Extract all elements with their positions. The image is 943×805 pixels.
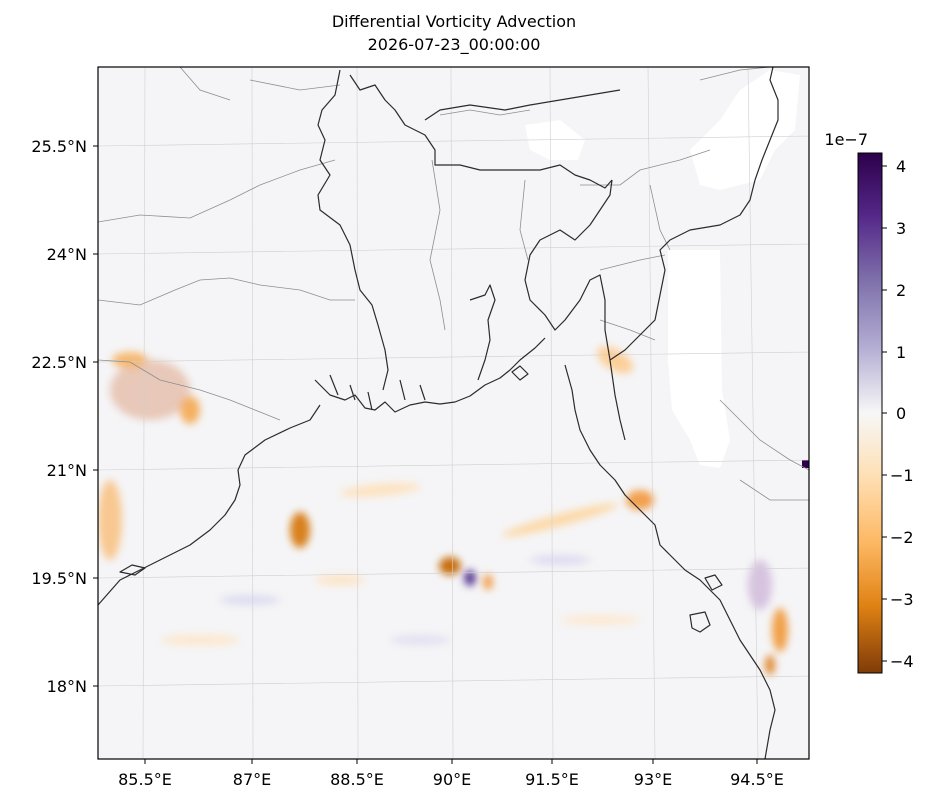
colorbar: 1e−7 4 3 2 1 0 −1 −2 −3 −4 xyxy=(824,130,914,674)
island-2 xyxy=(689,611,711,633)
orange-anomaly xyxy=(290,512,310,548)
orange-anomaly xyxy=(98,480,122,560)
purple-anomaly xyxy=(530,555,590,565)
lat-tick-label: 25.5°N xyxy=(31,137,87,156)
map-area xyxy=(98,67,809,759)
axis-ticks xyxy=(93,145,758,764)
coastline-and-borders xyxy=(98,67,779,759)
colorbar-tick-label: −4 xyxy=(890,652,914,671)
orange-anomaly xyxy=(315,575,365,585)
myanmar-coast xyxy=(564,364,776,759)
lon-tick-label: 85.5°E xyxy=(118,770,172,789)
colorbar-gradient xyxy=(857,152,883,674)
bhutan-border xyxy=(424,89,621,121)
colorbar-tick-label: 3 xyxy=(896,219,906,238)
plot-title: Differential Vorticity Advection xyxy=(331,12,577,31)
lat-tick-label: 21°N xyxy=(47,461,87,480)
purple-anomaly xyxy=(464,570,476,586)
colorbar-tick-label: −2 xyxy=(890,528,914,547)
hooghly-inlets xyxy=(329,374,426,411)
purple-max-pixel xyxy=(802,460,809,468)
lat-tick-label: 24°N xyxy=(47,245,87,264)
map-frame xyxy=(97,66,810,760)
purple-anomaly xyxy=(748,560,772,610)
purple-anomaly xyxy=(390,635,450,645)
orange-anomaly xyxy=(439,557,461,575)
lat-tick-label: 22.5°N xyxy=(31,353,87,372)
colorbar-tick-label: 2 xyxy=(896,281,906,300)
colorbar-tick-label: 4 xyxy=(896,157,906,176)
longitude-axis: 85.5°E 87°E 88.5°E 90°E 91.5°E 93°E 94.5… xyxy=(118,770,784,789)
lat-tick-label: 18°N xyxy=(47,677,87,696)
lon-tick-label: 87°E xyxy=(233,770,271,789)
delta-islands xyxy=(469,284,496,381)
orange-anomaly xyxy=(560,615,640,625)
lon-tick-label: 94.5°E xyxy=(730,770,784,789)
state-borders xyxy=(98,67,809,501)
orange-anomaly xyxy=(180,396,200,424)
lon-tick-label: 90°E xyxy=(433,770,471,789)
orange-anomaly xyxy=(112,352,148,368)
west-bengal-coast xyxy=(98,404,321,606)
orange-anomaly xyxy=(160,635,240,645)
colorbar-tick-label: 0 xyxy=(896,404,906,423)
colorbar-tick-label: −1 xyxy=(890,466,914,485)
lon-tick-label: 93°E xyxy=(634,770,672,789)
plot-subtitle: 2026-07-23_00:00:00 xyxy=(367,35,541,54)
island-4 xyxy=(119,564,146,576)
orange-anomaly xyxy=(502,503,618,537)
latitude-axis: 25.5°N 24°N 22.5°N 21°N 19.5°N 18°N xyxy=(31,137,87,696)
island-1 xyxy=(511,365,529,381)
orange-anomaly xyxy=(765,655,775,675)
lat-tick-label: 19.5°N xyxy=(31,569,87,588)
colorbar-exponent: 1e−7 xyxy=(824,130,868,149)
india-myanmar-border xyxy=(609,67,779,361)
advection-field xyxy=(98,346,788,675)
orange-anomaly xyxy=(596,346,634,374)
bangladesh-west-border xyxy=(317,69,389,391)
missing-data xyxy=(525,70,800,468)
gridlines xyxy=(98,67,809,759)
bangladesh-east-border xyxy=(524,179,626,441)
lon-tick-label: 91.5°E xyxy=(525,770,579,789)
colorbar-tick-label: 1 xyxy=(896,343,906,362)
orange-anomaly xyxy=(483,574,493,590)
orange-anomaly xyxy=(772,608,788,652)
island-3 xyxy=(704,574,723,591)
orange-anomaly xyxy=(340,483,420,497)
orange-anomaly xyxy=(626,490,654,510)
colorbar-tick-label: −3 xyxy=(890,590,914,609)
purple-anomaly xyxy=(220,595,280,605)
bangladesh-north-border xyxy=(349,74,613,189)
lon-tick-label: 88.5°E xyxy=(330,770,384,789)
mixed-anomaly xyxy=(110,360,190,420)
sundarbans-coast xyxy=(314,337,546,413)
